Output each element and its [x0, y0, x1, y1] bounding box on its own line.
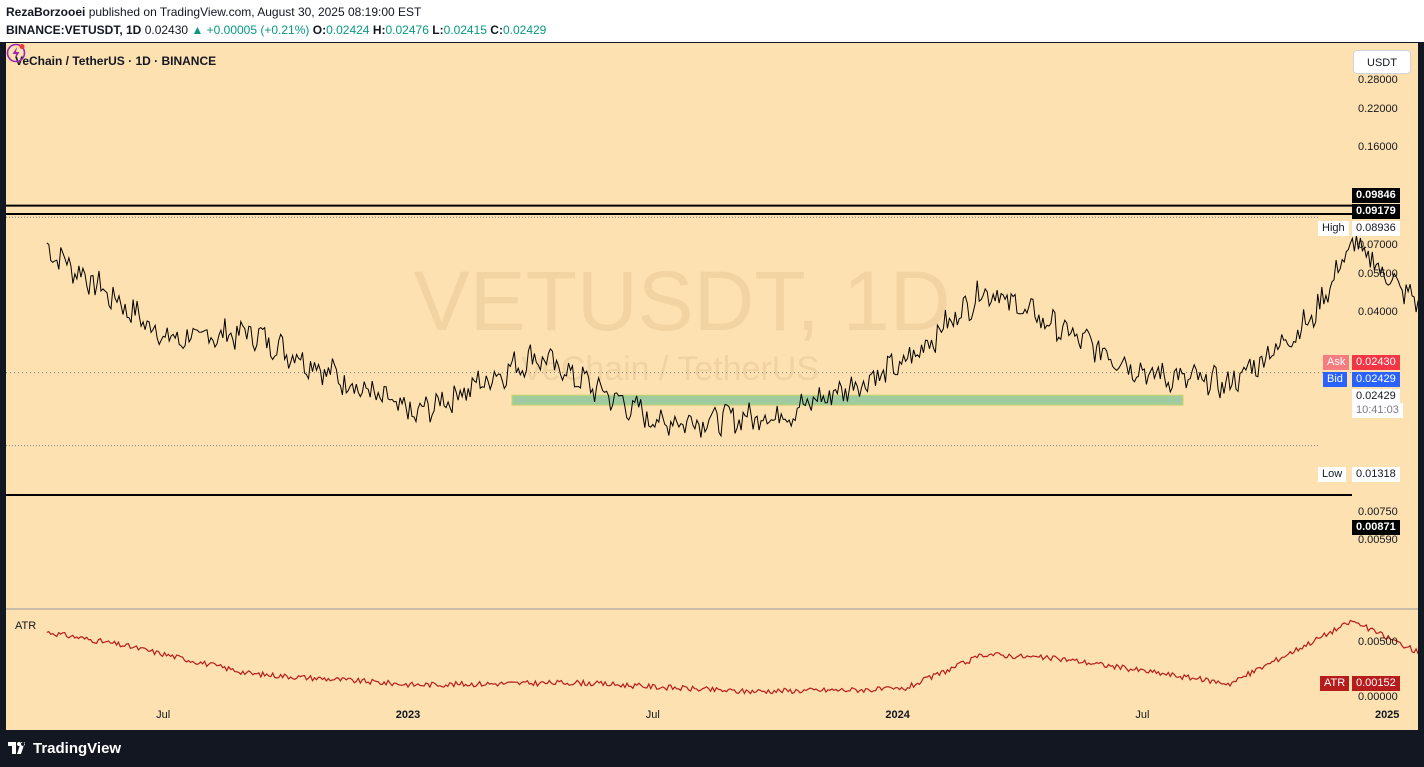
price-axis-tick: 0.28000	[1358, 73, 1398, 86]
atr-axis-tick: 0.00000	[1358, 691, 1398, 703]
symbol-label[interactable]: BINANCE:VETUSDT, 1D	[6, 23, 142, 37]
last-price: 0.02430	[144, 23, 189, 37]
price-axis-tick: 0.05500	[1358, 268, 1398, 281]
low-tag-label: Low	[1318, 467, 1347, 482]
symbol-watermark-sub: VeChain / TetherUS	[521, 350, 819, 388]
tradingview-logo[interactable]: TradingView	[8, 740, 121, 757]
atr-series-line	[46, 619, 1418, 695]
bar-countdown: 10:41:03	[1352, 403, 1403, 418]
close-value: 0.02429	[502, 23, 547, 37]
low-label: L:	[432, 23, 444, 37]
time-axis-tick: Jul	[645, 709, 660, 721]
level-tag-top1: 0.09846	[1352, 188, 1400, 203]
chart-canvas[interactable]: VETUSDT, 1D VeChain / TetherUS	[6, 43, 1418, 730]
price-axis-tick: 0.00590	[1358, 534, 1398, 547]
open-label: O:	[312, 23, 327, 37]
atr-indicator-label[interactable]: ATR	[15, 620, 37, 632]
price-axis-tick: 0.04000	[1358, 306, 1398, 319]
high-value: 0.02476	[385, 23, 429, 37]
level-tag-bottom: 0.00871	[1352, 520, 1400, 535]
lightning-icon[interactable]	[6, 43, 26, 63]
price-axis-tick: 0.16000	[1358, 140, 1398, 153]
price-axis-tick: 0.22000	[1358, 102, 1398, 115]
atr-tag-label: ATR	[1320, 676, 1350, 691]
currency-button[interactable]: USDT	[1353, 50, 1411, 74]
publish-info: RezaBorzooei published on TradingView.co…	[6, 5, 421, 19]
price-series-line	[46, 235, 1418, 438]
chart-header: RezaBorzooei published on TradingView.co…	[0, 0, 1424, 42]
symbol-watermark: VETUSDT, 1D	[414, 254, 951, 348]
price-axis-tick: 0.07000	[1358, 239, 1398, 252]
time-axis-tick: Jul	[156, 709, 171, 721]
time-axis-tick: 2023	[395, 709, 421, 721]
brand-name: TradingView	[33, 740, 122, 757]
time-axis-tick: 2024	[885, 709, 910, 721]
ohlc-legend: BINANCE:VETUSDT, 1D 0.02430 ▲ +0.00005 (…	[6, 23, 546, 37]
high-tag-value: 0.08936	[1352, 221, 1400, 236]
price-change: ▲ +0.00005 (+0.21%)	[191, 23, 310, 37]
atr-axis-tick: 0.00500	[1358, 636, 1398, 648]
ask-tag-label: Ask	[1323, 355, 1350, 370]
tradingview-logo-icon	[8, 742, 26, 754]
bid-tag-value: 0.02429	[1352, 372, 1400, 387]
level-tag-top2: 0.09179	[1352, 204, 1400, 219]
price-axis-tick: 0.00750	[1358, 505, 1398, 518]
low-value: 0.02415	[443, 23, 487, 37]
author-name[interactable]: RezaBorzooei	[6, 5, 86, 19]
atr-tag-value: 0.00152	[1352, 676, 1400, 691]
ask-tag-value: 0.02430	[1352, 355, 1400, 370]
high-tag-label: High	[1318, 221, 1349, 236]
time-axis-tick: 2025	[1374, 709, 1400, 721]
footer: TradingView	[0, 731, 1424, 767]
open-value: 0.02424	[326, 23, 370, 37]
publish-date: published on TradingView.com, August 30,…	[85, 5, 422, 19]
close-label: C:	[490, 23, 503, 37]
chart-title: VeChain / TetherUS · 1D · BINANCE	[15, 54, 217, 68]
bid-tag-label: Bid	[1323, 372, 1347, 387]
last-price-tag: 0.02429	[1352, 389, 1400, 404]
time-axis-tick: Jul	[1135, 709, 1150, 721]
low-tag-value: 0.01318	[1352, 467, 1400, 482]
high-label: H:	[372, 23, 386, 37]
chart-area[interactable]: VETUSDT, 1D VeChain / TetherUS VeChain /…	[6, 43, 1418, 730]
